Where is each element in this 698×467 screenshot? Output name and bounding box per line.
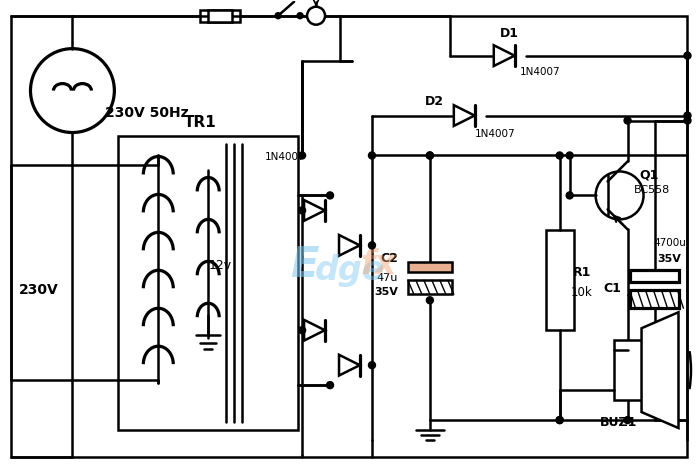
Text: 1N4007: 1N4007: [265, 153, 306, 163]
Circle shape: [684, 117, 691, 124]
Circle shape: [299, 327, 306, 334]
Circle shape: [307, 7, 325, 25]
Bar: [208, 10, 232, 21]
Text: dge: dge: [315, 254, 385, 287]
Polygon shape: [339, 235, 359, 256]
Text: BC558: BC558: [633, 185, 669, 195]
Bar: [630, 290, 679, 308]
Text: C2: C2: [380, 252, 398, 265]
Circle shape: [369, 152, 376, 159]
Circle shape: [624, 417, 631, 424]
Circle shape: [299, 207, 306, 214]
Circle shape: [566, 152, 573, 159]
Text: 1N4007: 1N4007: [475, 128, 515, 139]
Bar: [119, 135, 298, 430]
Text: 35V: 35V: [374, 287, 398, 297]
Circle shape: [297, 13, 303, 19]
Bar: [408, 280, 452, 294]
Text: 230V 50Hz: 230V 50Hz: [105, 106, 189, 120]
Bar: [408, 262, 452, 272]
Circle shape: [327, 192, 334, 199]
Circle shape: [684, 112, 691, 119]
Text: Q1: Q1: [640, 169, 659, 182]
Text: 47u: 47u: [376, 273, 398, 283]
Polygon shape: [304, 320, 325, 340]
Polygon shape: [493, 45, 514, 66]
Text: 230V: 230V: [19, 283, 59, 297]
Polygon shape: [454, 105, 475, 126]
Circle shape: [684, 52, 691, 59]
Text: 12v: 12v: [209, 259, 232, 272]
Text: BUZ1: BUZ1: [600, 416, 637, 429]
Bar: [614, 340, 641, 400]
Circle shape: [426, 297, 433, 304]
Circle shape: [556, 417, 563, 424]
Text: 1N4007: 1N4007: [519, 67, 560, 77]
Polygon shape: [339, 355, 359, 375]
Text: fx: fx: [360, 248, 396, 281]
Circle shape: [556, 152, 563, 159]
Circle shape: [556, 417, 563, 424]
Polygon shape: [641, 312, 678, 428]
Text: TR1: TR1: [184, 115, 216, 130]
Text: R1: R1: [572, 266, 591, 279]
Circle shape: [327, 382, 334, 389]
Text: 4700u: 4700u: [653, 238, 686, 248]
Circle shape: [595, 171, 644, 219]
Circle shape: [624, 117, 631, 124]
Text: D2: D2: [425, 95, 445, 108]
Circle shape: [369, 242, 376, 249]
Circle shape: [566, 192, 573, 199]
Bar: [546, 230, 574, 330]
Polygon shape: [304, 200, 325, 221]
Text: 35V: 35V: [658, 255, 681, 264]
Text: C1: C1: [604, 282, 621, 295]
Text: E: E: [290, 244, 318, 286]
Circle shape: [426, 152, 433, 159]
Circle shape: [299, 152, 306, 159]
Circle shape: [31, 49, 114, 133]
Circle shape: [426, 152, 433, 159]
Text: 10k: 10k: [571, 286, 593, 299]
Circle shape: [275, 13, 281, 19]
Bar: [630, 270, 679, 282]
Circle shape: [369, 361, 376, 368]
Bar: [200, 10, 240, 21]
Text: D1: D1: [500, 27, 519, 40]
